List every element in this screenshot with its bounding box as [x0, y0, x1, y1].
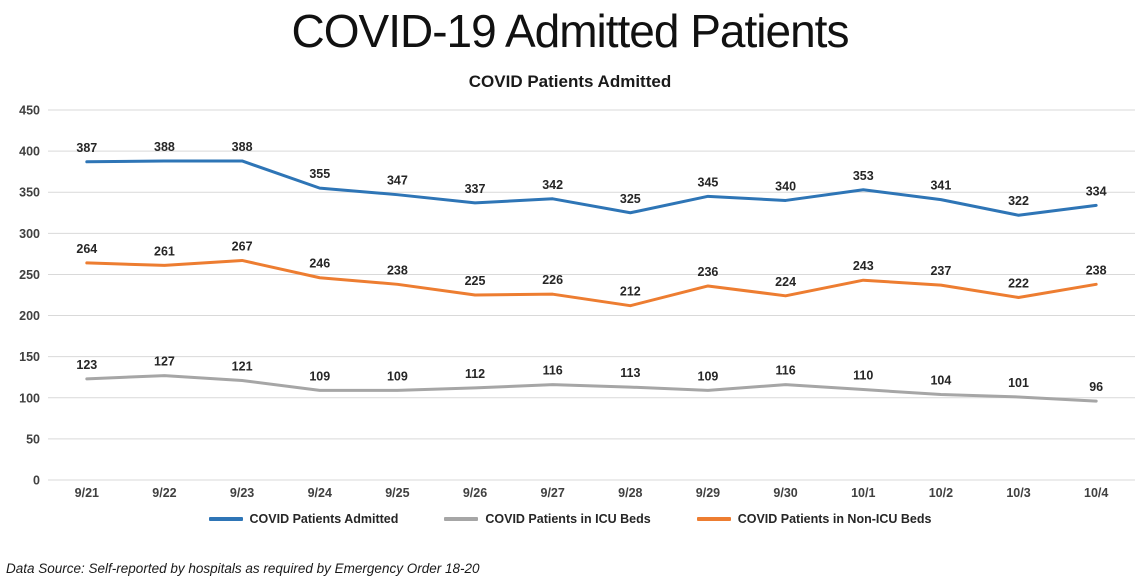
data-label: 104 — [930, 373, 951, 387]
series-line — [85, 374, 1098, 403]
data-label: 112 — [465, 367, 485, 381]
data-label: 353 — [853, 169, 874, 183]
x-axis-label: 9/24 — [308, 486, 332, 500]
data-label: 238 — [1086, 263, 1107, 277]
data-label: 342 — [542, 178, 563, 192]
legend-label: COVID Patients in ICU Beds — [485, 512, 651, 526]
data-label: 237 — [930, 264, 951, 278]
x-axis-label: 9/29 — [696, 486, 720, 500]
data-label: 101 — [1008, 376, 1029, 390]
y-axis-label: 450 — [19, 104, 40, 118]
data-label: 264 — [76, 242, 97, 256]
data-label: 225 — [465, 274, 486, 288]
y-axis-label: 150 — [19, 350, 40, 364]
data-label: 116 — [776, 364, 796, 378]
legend-line-marker — [208, 517, 243, 521]
x-axis-label: 9/30 — [773, 486, 797, 500]
y-axis-label: 400 — [19, 145, 40, 159]
y-axis-label: 0 — [33, 474, 40, 488]
data-label: 123 — [76, 358, 97, 372]
x-axis-label: 10/2 — [929, 486, 953, 500]
data-label: 238 — [387, 263, 408, 277]
y-axis-label: 200 — [19, 309, 40, 323]
x-axis-label: 9/22 — [152, 486, 176, 500]
x-axis-label: 10/3 — [1006, 486, 1030, 500]
data-label: 261 — [154, 244, 175, 258]
data-label: 109 — [309, 369, 330, 383]
data-label: 212 — [620, 285, 641, 299]
x-axis-label: 9/28 — [618, 486, 642, 500]
x-axis-label: 9/26 — [463, 486, 487, 500]
data-label: 127 — [154, 355, 175, 369]
data-label: 347 — [387, 174, 408, 188]
data-label: 387 — [76, 141, 97, 155]
data-label: 236 — [698, 265, 719, 279]
page-title: COVID-19 Admitted Patients — [291, 5, 850, 57]
data-label: 109 — [698, 369, 719, 383]
data-label: 116 — [543, 364, 563, 378]
y-axis-label: 300 — [19, 227, 40, 241]
legend-item: COVID Patients Admitted — [208, 512, 399, 526]
data-label: 226 — [542, 273, 563, 287]
data-label: 121 — [232, 360, 253, 374]
y-axis-label: 100 — [19, 391, 40, 405]
data-label: 113 — [620, 366, 640, 380]
data-label: 345 — [698, 175, 719, 189]
data-label: 110 — [853, 369, 873, 383]
line-chart: 0 50 100 150 200 250 300 350 400 450 9/21 9/22 9/23 9… — [19, 104, 1135, 500]
data-label: 109 — [387, 369, 408, 383]
data-label: 243 — [853, 259, 874, 273]
y-axis-label: 350 — [19, 186, 40, 200]
chart-legend: COVID Patients Admitted COVID Patients in… — [0, 512, 1140, 526]
legend-label: COVID Patients Admitted — [249, 512, 399, 526]
chart-title: COVID Patients Admitted — [468, 72, 672, 91]
y-axis-label: 50 — [26, 432, 40, 446]
data-label: 340 — [775, 179, 796, 193]
legend-label: COVID Patients in Non-ICU Beds — [737, 512, 932, 526]
data-label: 246 — [309, 257, 330, 271]
legend-line-marker — [696, 517, 731, 521]
x-axis-label: 9/23 — [230, 486, 254, 500]
x-axis-label: 9/27 — [541, 486, 565, 500]
y-axis-label: 250 — [19, 268, 40, 282]
data-label: 337 — [465, 182, 486, 196]
series-line — [85, 159, 1098, 217]
data-label: 388 — [232, 140, 253, 154]
legend-item: COVID Patients in Non-ICU Beds — [696, 512, 932, 526]
data-label: 341 — [930, 179, 951, 193]
data-label: 334 — [1086, 184, 1107, 198]
data-label: 325 — [620, 192, 641, 206]
data-source-note: Data Source: Self-reported by hospitals … — [6, 561, 480, 576]
data-label: 322 — [1008, 194, 1029, 208]
legend-item: COVID Patients in ICU Beds — [444, 512, 651, 526]
data-label: 355 — [309, 167, 330, 181]
data-label: 267 — [232, 239, 253, 253]
data-label: 388 — [154, 140, 175, 154]
data-label: 96 — [1089, 380, 1103, 394]
data-label: 222 — [1008, 276, 1029, 290]
legend-line-marker — [444, 517, 479, 521]
x-axis-label: 9/21 — [75, 486, 99, 500]
x-axis-label: 10/1 — [851, 486, 875, 500]
data-label: 224 — [775, 275, 796, 289]
x-axis-label: 10/4 — [1084, 486, 1108, 500]
x-axis-label: 9/25 — [385, 486, 409, 500]
series-line — [85, 258, 1098, 308]
